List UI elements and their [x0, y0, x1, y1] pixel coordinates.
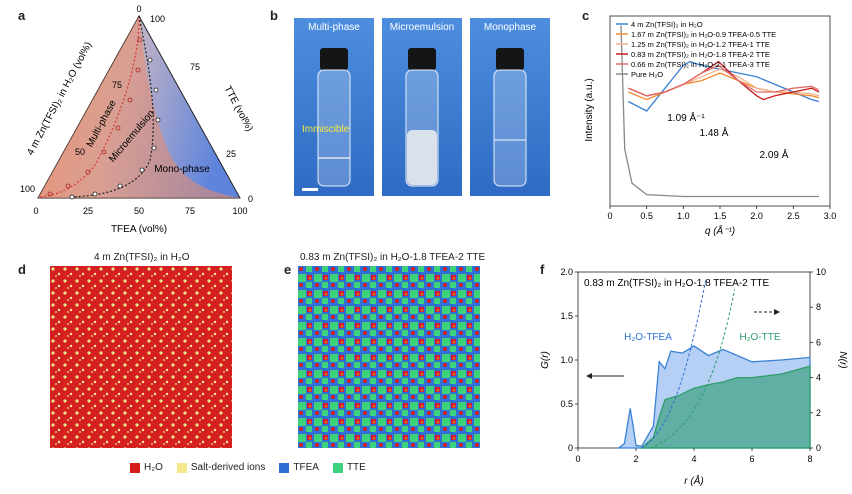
- label-h2o-tfea: H₂O-TFEA: [624, 332, 672, 343]
- f-ytick-right-label: 2: [816, 408, 821, 418]
- peak-label-2: 1.48 Å: [700, 126, 729, 139]
- c-xlabel: q (Å⁻¹): [705, 224, 735, 237]
- black-markers: [69, 57, 161, 200]
- left-tick-75: 75: [112, 80, 122, 90]
- legend-swatch-h2o: [130, 462, 140, 473]
- f-ytick-label: 0.5: [560, 399, 573, 409]
- c-xtick-label: 0.5: [640, 211, 653, 221]
- legend-swatch-tfea: [279, 462, 290, 473]
- left-tick-100: 100: [150, 14, 165, 24]
- c-xtick-label: 2.5: [787, 211, 800, 221]
- f-ytick-right-label: 6: [816, 337, 821, 347]
- vial-photo-microemulsion: Microemulsion: [382, 18, 462, 196]
- f-nr-tte: [650, 289, 736, 449]
- microemulsion-boundary-red: [39, 15, 140, 198]
- f-title: 0.83 m Zn(TFSI)₂ in H₂O-1.8 TFEA-2 TTE: [584, 278, 770, 289]
- legend-bottom: H₂O Salt-derived ions TFEA TTE: [130, 462, 366, 473]
- f-ytick-right-label: 8: [816, 302, 821, 312]
- panel-letter-e: e: [284, 262, 292, 277]
- c-series-line-4: [628, 64, 820, 97]
- vial-title-microemulsion: Microemulsion: [389, 22, 455, 33]
- c-xtick-label: 2.0: [750, 211, 763, 221]
- c-ylabel: Intensity (a.u.): [584, 78, 595, 141]
- legend-swatch-salt: [176, 462, 187, 473]
- legend-label-tte: TTE: [346, 462, 366, 473]
- panel-letter-a: a: [18, 8, 26, 23]
- bottom-tick-0: 0: [33, 206, 38, 216]
- d-title: 4 m Zn(TFSI)₂ in H₂O: [94, 252, 190, 263]
- immiscible-label: Immiscible: [302, 124, 350, 135]
- vial-title-multiphase: Multi-phase: [308, 22, 360, 33]
- right-tick-25: 25: [226, 149, 236, 159]
- e-title: 0.83 m Zn(TFSI)₂ in H₂O-1.8 TFEA-2 TTE: [300, 252, 486, 263]
- label-h2o-tte: H₂O-TTE: [739, 332, 780, 343]
- f-ytick-label: 2.0: [560, 267, 573, 277]
- c-legend-label: 0.83 m Zn(TFSI)₂ in H₂O-1.8 TFEA-2 TTE: [631, 50, 770, 59]
- saxs-chart: Intensity (a.u.) q (Å⁻¹) 0 0.5 1.0 1.5 2.0 2.…: [584, 15, 837, 237]
- c-legend-label: 4 m Zn(TFSI)₂ in H₂O: [631, 20, 703, 29]
- f-xtick-label: 0: [575, 454, 580, 464]
- c-series-line-5: [620, 25, 819, 198]
- legend-swatch-tte: [332, 462, 343, 473]
- vial-photo-multiphase: Multi-phase Immiscible: [294, 18, 374, 196]
- c-legend-label: Pure H₂O: [631, 70, 663, 79]
- f-nr-tfea: [641, 280, 707, 449]
- a-rlabel: TTE (vol%): [222, 84, 255, 133]
- left-tick-50: 50: [75, 147, 85, 157]
- right-tick-75: 75: [190, 62, 200, 72]
- md-snapshot-water: [50, 266, 232, 448]
- bottom-tick-100: 100: [232, 206, 247, 216]
- left-tick-25: 100: [20, 184, 35, 194]
- panel-letter-d: d: [18, 262, 26, 277]
- c-xtick-label: 1.0: [677, 211, 690, 221]
- a-xlabel: TFEA (vol%): [111, 224, 167, 235]
- panel-letter-c: c: [582, 8, 590, 23]
- region-monophase: Mono-phase: [154, 164, 210, 175]
- panel-letter-f: f: [540, 262, 545, 277]
- f-xtick-label: 8: [807, 454, 812, 464]
- legend-label-h2o: H₂O: [144, 462, 163, 473]
- f-ytick-right-label: 4: [816, 373, 821, 383]
- legend-label-tfea: TFEA: [293, 462, 319, 473]
- f-xtick-label: 6: [749, 454, 754, 464]
- c-legend-label: 1.25 m Zn(TFSI)₂ in H₂O-1.2 TFEA-1 TTE: [631, 40, 770, 49]
- bottom-tick-50: 50: [134, 206, 144, 216]
- f-area-1: [640, 365, 811, 449]
- f-ytick-label: 1.5: [560, 311, 573, 321]
- c-xtick-label: 1.5: [714, 211, 727, 221]
- c-legend-label: 0.66 m Zn(TFSI)₂ in H₂O-2.1 TFEA-3 TTE: [631, 60, 770, 69]
- vial-photo-monophase: Monophase: [470, 18, 550, 196]
- red-markers: [47, 37, 143, 197]
- f-ytick-label: 0: [568, 443, 573, 453]
- top-tick: 0: [136, 4, 141, 14]
- f-ytick-right-label: 0: [816, 443, 821, 453]
- panel-letter-b: b: [270, 8, 278, 23]
- right-tick-0: 0: [248, 194, 253, 204]
- f-xtick-label: 2: [633, 454, 638, 464]
- peak-label-3: 2.09 Å: [760, 148, 789, 161]
- c-xtick-label: 0: [607, 211, 612, 221]
- legend-label-salt: Salt-derived ions: [190, 462, 266, 473]
- f-ylabel-right: N(r): [837, 351, 848, 368]
- ternary-diagram: 0 100 100 0 25 50 75 100 75 25 0 75 50 T…: [20, 4, 255, 235]
- f-ytick-right-label: 10: [816, 267, 826, 277]
- f-xtick-label: 4: [691, 454, 696, 464]
- bottom-tick-25: 25: [83, 206, 93, 216]
- f-ylabel-left: G(r): [540, 351, 551, 369]
- c-xtick-label: 3.0: [824, 211, 837, 221]
- vial-title-monophase: Monophase: [483, 22, 537, 33]
- bottom-tick-75: 75: [185, 206, 195, 216]
- c-legend-label: 1.67 m Zn(TFSI)₂ in H₂O-0.9 TFEA-0.5 TTE: [631, 30, 776, 39]
- multiphase-region: [38, 16, 240, 198]
- monophase-boundary-black: [69, 15, 154, 198]
- md-snapshot-microemulsion: [298, 266, 480, 448]
- peak-label-1: 1.09 Å⁻¹: [667, 111, 705, 124]
- f-xlabel: r (Å): [684, 474, 703, 487]
- f-ytick-label: 1.0: [560, 355, 573, 365]
